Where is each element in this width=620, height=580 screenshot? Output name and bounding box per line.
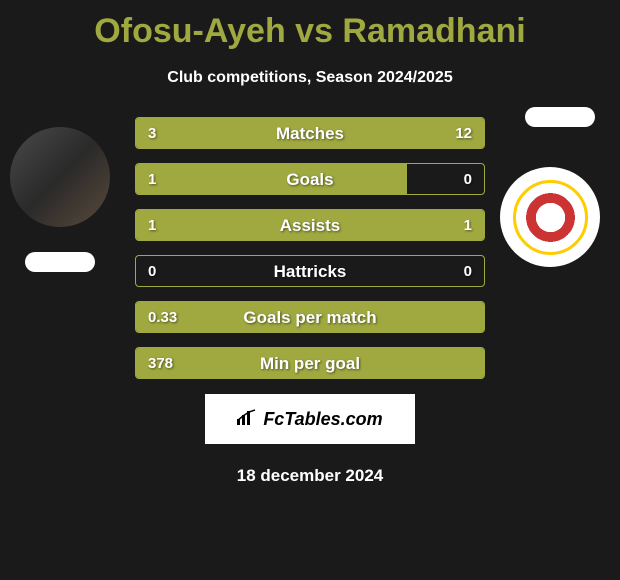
club-badge-icon	[513, 180, 588, 255]
bar-label: Matches	[136, 118, 484, 149]
player-left	[10, 127, 110, 272]
chart-icon	[237, 409, 257, 430]
bar-label: Hattricks	[136, 256, 484, 287]
comparison-bars: 3Matches121Goals01Assists10Hattricks00.3…	[135, 117, 485, 379]
page-title: Ofosu-Ayeh vs Ramadhani	[0, 0, 620, 51]
stat-bar-hattricks: 0Hattricks0	[135, 255, 485, 287]
comparison-content: 3Matches121Goals01Assists10Hattricks00.3…	[0, 117, 620, 379]
bar-label: Goals	[136, 164, 484, 195]
player-right-flag	[525, 107, 595, 127]
player-left-avatar	[10, 127, 110, 227]
stat-bar-assists: 1Assists1	[135, 209, 485, 241]
fctables-logo: FcTables.com	[205, 394, 415, 444]
bar-value-right: 0	[464, 256, 472, 287]
bar-label: Assists	[136, 210, 484, 241]
player-left-flag	[25, 252, 95, 272]
stat-bar-matches: 3Matches12	[135, 117, 485, 149]
stat-bar-min-per-goal: 378Min per goal	[135, 347, 485, 379]
bar-value-right: 12	[455, 118, 472, 149]
bar-label: Min per goal	[136, 348, 484, 379]
date-label: 18 december 2024	[0, 466, 620, 486]
stat-bar-goals-per-match: 0.33Goals per match	[135, 301, 485, 333]
logo-text: FcTables.com	[263, 409, 382, 430]
stat-bar-goals: 1Goals0	[135, 163, 485, 195]
bar-value-right: 1	[464, 210, 472, 241]
subtitle: Club competitions, Season 2024/2025	[0, 69, 620, 87]
bar-value-right: 0	[464, 164, 472, 195]
player-right	[500, 167, 600, 267]
bar-label: Goals per match	[136, 302, 484, 333]
player-right-badge	[500, 167, 600, 267]
